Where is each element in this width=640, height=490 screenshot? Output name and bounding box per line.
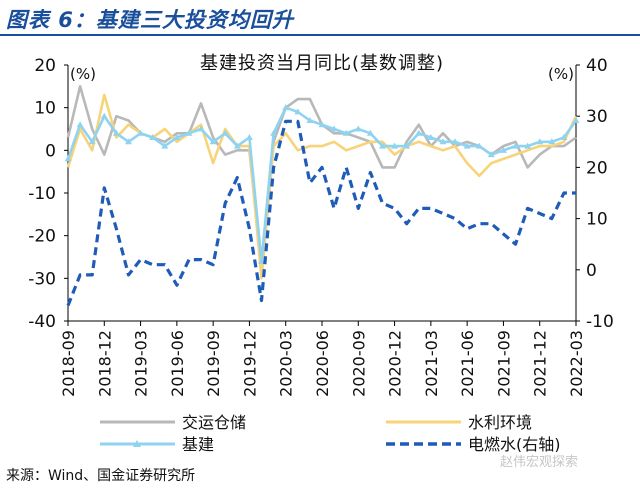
x-tick-label: 2021-12 <box>531 330 550 397</box>
data-point <box>475 142 483 149</box>
x-tick-label: 2019-03 <box>132 330 151 397</box>
x-tick-label: 2019-06 <box>168 330 187 397</box>
source-note: 来源：Wind、国金证券研究所 <box>6 468 196 484</box>
data-point <box>548 138 556 145</box>
data-point <box>149 134 157 141</box>
data-point <box>161 142 169 149</box>
right-tick-label: 30 <box>586 107 608 127</box>
right-tick-label: 20 <box>586 158 608 178</box>
data-point <box>137 129 145 136</box>
left-tick-label: -10 <box>28 184 56 204</box>
left-axis-unit: (%) <box>70 65 96 83</box>
data-point <box>173 134 181 141</box>
series-line <box>66 119 576 307</box>
legend-label: 水利环境 <box>468 413 532 432</box>
figure-header: 图表 6：基建三大投资均回升 <box>0 0 640 36</box>
data-point <box>221 129 229 136</box>
right-axis-unit: (%) <box>548 65 574 83</box>
data-point <box>560 134 568 141</box>
data-point <box>76 121 84 128</box>
x-tick-label: 2022-03 <box>567 330 586 397</box>
right-tick-label: 10 <box>586 210 608 230</box>
line-chart: 20 10 0 -10 -20 -30 -40 40 30 20 10 0 -10 (%) (%) 基建投资当… <box>28 53 614 452</box>
watermark-text: 赵伟宏观探索 <box>500 455 579 470</box>
data-point <box>270 129 278 136</box>
data-point <box>524 142 532 149</box>
legend-marker <box>133 440 141 447</box>
x-tick-label: 2020-09 <box>349 330 368 397</box>
x-tick-label: 2020-03 <box>277 330 296 397</box>
data-point <box>294 108 302 115</box>
data-point <box>233 142 241 149</box>
right-tick-label: -10 <box>586 312 614 332</box>
left-tick-label: -40 <box>28 312 56 332</box>
data-point <box>487 151 495 158</box>
data-point <box>403 142 411 149</box>
data-point <box>88 138 96 145</box>
data-point <box>124 138 132 145</box>
data-point <box>330 125 338 132</box>
data-point <box>209 138 217 145</box>
figure-title: 图表 6：基建三大投资均回升 <box>6 8 294 32</box>
legend-label: 基建 <box>182 435 214 452</box>
data-point <box>306 116 314 123</box>
data-point <box>318 121 326 128</box>
x-tick-label: 2018-12 <box>95 330 114 397</box>
data-point <box>354 125 362 132</box>
data-point <box>100 112 108 119</box>
left-tick-label: 10 <box>34 99 56 119</box>
data-point <box>64 155 72 162</box>
data-point <box>245 134 253 141</box>
data-point <box>112 129 120 136</box>
legend-label: 交运仓储 <box>182 413 246 432</box>
chart-title: 基建投资当月同比(基数调整) <box>200 53 444 74</box>
left-tick-label: 0 <box>45 141 56 161</box>
data-point <box>427 134 435 141</box>
series-line <box>66 106 578 263</box>
data-point <box>378 142 386 149</box>
x-tick-label: 2019-09 <box>204 330 223 397</box>
data-point <box>536 138 544 145</box>
data-point <box>282 104 290 111</box>
x-tick-label: 2021-03 <box>422 330 441 397</box>
x-tick-label: 2018-09 <box>59 330 78 397</box>
left-tick-label: -30 <box>28 269 56 289</box>
data-point <box>366 129 374 136</box>
legend-label: 电燃水(右轴) <box>468 435 561 452</box>
left-tick-label: 20 <box>34 56 56 76</box>
data-point <box>185 129 193 136</box>
left-tick-label: -20 <box>28 227 56 247</box>
right-tick-label: 40 <box>586 56 608 76</box>
data-point <box>391 142 399 149</box>
data-point <box>197 125 205 132</box>
x-tick-label: 2020-12 <box>386 330 405 397</box>
data-point <box>342 129 350 136</box>
x-tick-label: 2021-09 <box>494 330 513 397</box>
data-point <box>572 116 580 123</box>
data-point <box>258 257 266 264</box>
data-point <box>463 142 471 149</box>
data-point <box>499 146 507 153</box>
x-tick-label: 2020-06 <box>313 330 332 397</box>
data-point <box>415 129 423 136</box>
x-tick-label: 2019-12 <box>240 330 259 397</box>
x-tick-label: 2021-06 <box>458 330 477 397</box>
data-point <box>512 142 520 149</box>
series-line <box>66 84 577 272</box>
right-tick-label: 0 <box>586 261 597 281</box>
data-point <box>439 138 447 145</box>
data-point <box>451 138 459 145</box>
